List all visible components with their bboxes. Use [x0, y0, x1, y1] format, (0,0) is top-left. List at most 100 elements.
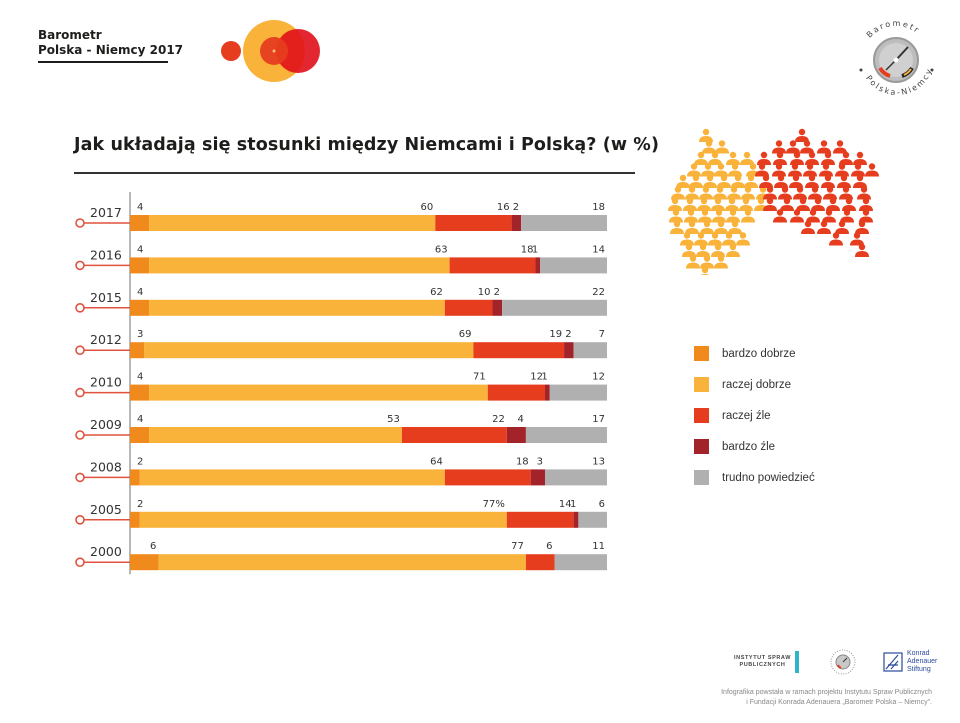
- person-icon: [717, 174, 731, 188]
- bar-segment-bardzo_dobrze: [130, 215, 150, 231]
- person-icon: [793, 186, 807, 200]
- bar-segment-bardzo_dobrze: [130, 469, 140, 486]
- bar-row-2005: 2005 2 77% 141 6: [75, 499, 607, 528]
- isp-logo-line-2: PUBLICZNYCH: [739, 662, 786, 668]
- value-label: 6: [599, 499, 605, 510]
- year-label: 2005: [90, 502, 122, 517]
- legend-label: bardzo dobrze: [722, 347, 796, 360]
- bar-segment-raczej_dobrze: [139, 511, 507, 528]
- person-icon: [817, 220, 831, 234]
- person-icon: [670, 220, 684, 234]
- bar-row-2015: 2015 4 62 10 2 22: [75, 287, 607, 316]
- person-icon: [676, 174, 690, 188]
- timeline-dot-icon: [75, 260, 85, 271]
- person-icon: [712, 209, 726, 223]
- value-label: 2: [137, 499, 143, 510]
- person-icon: [700, 266, 710, 275]
- value-label: 22: [492, 414, 505, 425]
- footer-note: Infografika powstała w ramach projektu I…: [721, 688, 932, 708]
- bar-row-2008: 2008 2 64 18 3 13: [75, 456, 607, 486]
- person-icon: [726, 151, 740, 165]
- person-icon: [851, 163, 865, 177]
- bar-segment-bardzo_dobrze: [130, 257, 150, 274]
- person-icon: [817, 140, 831, 154]
- value-label: 14: [592, 244, 605, 255]
- person-icon: [711, 197, 725, 211]
- person-icon: [821, 174, 835, 188]
- person-icon: [811, 197, 825, 211]
- person-icon: [741, 209, 755, 223]
- bar-segment-bardzo_dobrze: [130, 511, 140, 528]
- person-icon: [694, 151, 708, 165]
- timeline-dot-icon: [75, 430, 85, 440]
- bar-segment-raczej_zle: [435, 215, 512, 231]
- bar-row-2012: 2012 3 69 19 2 7: [75, 329, 607, 359]
- bar-segment-raczej_dobrze: [149, 299, 445, 316]
- bar-segment-bardzo_zle: [535, 257, 541, 274]
- person-icon: [826, 197, 840, 211]
- person-icon: [819, 163, 833, 177]
- person-icon: [857, 186, 871, 200]
- bar-row-2010: 2010 4 71 121 12: [75, 372, 607, 401]
- value-label: 12: [530, 372, 543, 383]
- person-icon: [713, 186, 727, 200]
- person-icon: [835, 220, 849, 234]
- year-label: 2012: [90, 332, 122, 347]
- value-label: 22: [592, 287, 605, 298]
- bar-segment-trudno_powiedziec: [525, 427, 607, 443]
- value-label: 11: [592, 541, 605, 552]
- bar-segment-raczej_zle: [444, 299, 493, 316]
- person-icon: [839, 151, 853, 165]
- timeline-dot-icon: [75, 557, 85, 568]
- legend-swatch: [694, 377, 709, 392]
- person-icon: [755, 163, 769, 177]
- person-icon: [725, 197, 739, 211]
- value-label: 4: [137, 244, 143, 255]
- person-icon: [805, 151, 819, 165]
- person-icon: [708, 232, 722, 246]
- person-icon: [800, 140, 814, 154]
- person-icon: [803, 163, 817, 177]
- person-icon: [795, 128, 809, 142]
- timeline-dot-icon: [75, 302, 85, 313]
- brand-underline: [38, 61, 168, 63]
- person-icon: [700, 220, 714, 234]
- bar-segment-raczej_zle: [449, 257, 536, 274]
- person-icon: [796, 197, 810, 211]
- footer-note-line-1: Infografika powstała w ramach projektu I…: [721, 689, 932, 696]
- legend-item-raczej_dobrze: raczej dobrze: [694, 369, 815, 400]
- person-icon: [839, 186, 853, 200]
- person-icon: [699, 128, 713, 142]
- person-icon: [855, 220, 869, 234]
- isp-logo-bar: [794, 651, 799, 673]
- circles-logo-icon: [221, 20, 320, 82]
- bar-segment-raczej_dobrze: [149, 257, 450, 274]
- person-icon: [790, 151, 804, 165]
- value-label: 60: [421, 202, 434, 213]
- kas-logo-line-1: Konrad: [906, 650, 930, 657]
- value-label: 17: [592, 414, 605, 425]
- person-icon: [801, 220, 815, 234]
- value-label: 62: [430, 287, 443, 298]
- value-label: 4: [137, 202, 143, 213]
- barometr-small-badge-icon: [830, 649, 856, 675]
- year-label: 2009: [90, 417, 122, 432]
- value-label: 63: [435, 244, 448, 255]
- person-icon: [790, 209, 804, 223]
- person-icon: [850, 232, 864, 246]
- value-label: 3: [537, 456, 543, 467]
- value-label: 18: [516, 456, 529, 467]
- person-icon: [711, 243, 725, 257]
- kas-logo-line-2: Adenauer: [906, 658, 938, 665]
- bar-segment-raczej_zle: [525, 554, 555, 571]
- value-label: 18: [521, 244, 534, 255]
- bar-segment-bardzo_dobrze: [130, 554, 159, 571]
- value-label: 1: [541, 372, 547, 383]
- bar-segment-bardzo_dobrze: [130, 299, 150, 316]
- person-icon: [833, 140, 847, 154]
- bar-segment-raczej_dobrze: [149, 215, 436, 231]
- person-icon: [772, 140, 786, 154]
- isp-logo-line-1: INSTYTUT SPRAW: [734, 655, 791, 661]
- value-label: 6: [150, 541, 156, 552]
